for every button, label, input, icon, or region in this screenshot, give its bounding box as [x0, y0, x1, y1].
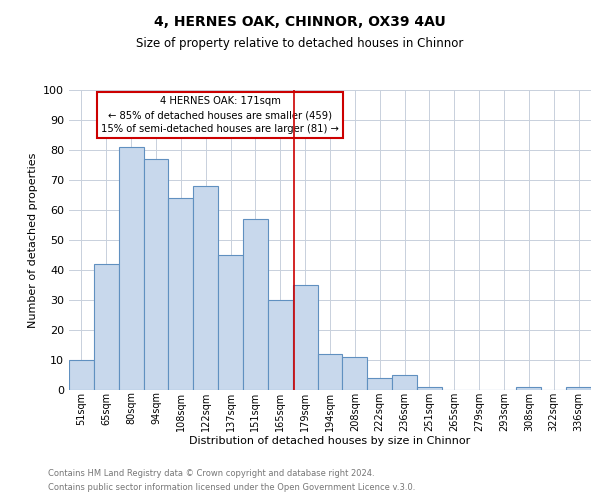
Bar	[69, 360, 94, 390]
X-axis label: Distribution of detached houses by size in Chinnor: Distribution of detached houses by size …	[190, 436, 470, 446]
Bar	[392, 375, 417, 390]
Bar	[293, 285, 317, 390]
Bar	[143, 159, 169, 390]
Bar	[193, 186, 218, 390]
Text: Size of property relative to detached houses in Chinnor: Size of property relative to detached ho…	[136, 38, 464, 51]
Bar	[169, 198, 193, 390]
Bar	[417, 387, 442, 390]
Text: Contains public sector information licensed under the Open Government Licence v.: Contains public sector information licen…	[48, 484, 415, 492]
Text: 4 HERNES OAK: 171sqm
← 85% of detached houses are smaller (459)
15% of semi-deta: 4 HERNES OAK: 171sqm ← 85% of detached h…	[101, 96, 340, 134]
Bar	[218, 255, 243, 390]
Bar	[343, 357, 367, 390]
Bar	[243, 219, 268, 390]
Y-axis label: Number of detached properties: Number of detached properties	[28, 152, 38, 328]
Bar	[119, 147, 143, 390]
Bar	[317, 354, 343, 390]
Bar	[268, 300, 293, 390]
Text: Contains HM Land Registry data © Crown copyright and database right 2024.: Contains HM Land Registry data © Crown c…	[48, 468, 374, 477]
Bar	[566, 387, 591, 390]
Bar	[367, 378, 392, 390]
Text: 4, HERNES OAK, CHINNOR, OX39 4AU: 4, HERNES OAK, CHINNOR, OX39 4AU	[154, 15, 446, 29]
Bar	[94, 264, 119, 390]
Bar	[517, 387, 541, 390]
